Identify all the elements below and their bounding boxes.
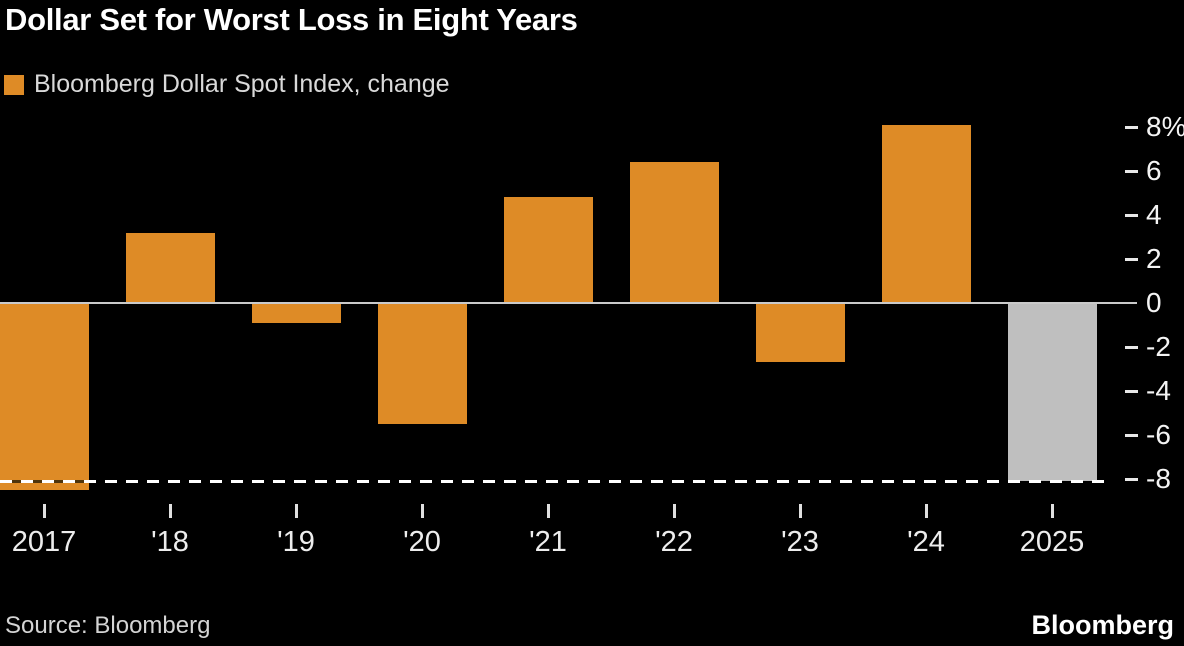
y-axis-tick xyxy=(1125,434,1138,437)
y-axis-label: 6 xyxy=(1146,155,1162,186)
legend: Bloomberg Dollar Spot Index, change xyxy=(4,70,450,99)
bar-20 xyxy=(378,303,467,424)
source-note: Source: Bloomberg xyxy=(5,612,211,639)
y-axis-tick xyxy=(1125,346,1138,349)
x-axis-label: '22 xyxy=(655,526,693,558)
legend-label: Bloomberg Dollar Spot Index, change xyxy=(34,70,450,98)
x-axis-tick xyxy=(421,504,424,518)
legend-swatch-icon xyxy=(4,74,24,95)
bar-18 xyxy=(126,232,215,303)
y-axis-label: -8 xyxy=(1146,463,1171,494)
bar-21 xyxy=(504,197,593,303)
bar-19 xyxy=(252,303,341,323)
y-axis-label: -2 xyxy=(1146,331,1171,362)
bar-2025 xyxy=(1008,303,1097,482)
bloomberg-logo: Bloomberg xyxy=(1031,610,1174,640)
y-axis-tick xyxy=(1125,390,1138,393)
y-axis-label: -4 xyxy=(1146,375,1171,406)
x-axis-tick xyxy=(799,504,802,518)
zero-line xyxy=(0,302,1137,304)
y-axis-label: 2 xyxy=(1146,243,1162,274)
y-axis-tick xyxy=(1125,126,1138,129)
y-axis-label: 8% xyxy=(1146,111,1184,142)
x-axis-label: '20 xyxy=(403,526,441,558)
y-axis-label: 0 xyxy=(1146,287,1162,318)
x-axis-label: '23 xyxy=(781,526,819,558)
x-axis-tick xyxy=(1051,504,1054,518)
bar-23 xyxy=(756,303,845,363)
y-axis-label: -6 xyxy=(1146,419,1171,450)
y-axis-tick xyxy=(1125,170,1138,173)
x-axis-tick xyxy=(673,504,676,518)
x-axis-tick xyxy=(169,504,172,518)
y-axis-label: 4 xyxy=(1146,199,1162,230)
y-axis-tick xyxy=(1125,214,1138,217)
x-axis-tick xyxy=(547,504,550,518)
chart-title: Dollar Set for Worst Loss in Eight Years xyxy=(5,2,578,37)
x-axis-label: '21 xyxy=(529,526,567,558)
x-axis-label: '24 xyxy=(907,526,945,558)
bar-2017 xyxy=(0,303,89,490)
x-axis-label: '19 xyxy=(277,526,315,558)
x-axis-tick xyxy=(925,504,928,518)
bar-22 xyxy=(630,162,719,303)
x-axis-label: '18 xyxy=(151,526,189,558)
x-axis-tick xyxy=(43,504,46,518)
bar-24 xyxy=(882,124,971,303)
x-axis-label: 2017 xyxy=(11,526,77,558)
x-axis-label: 2025 xyxy=(1019,526,1085,558)
y-axis-tick xyxy=(1125,258,1138,261)
reference-line xyxy=(0,480,1110,484)
y-axis-tick xyxy=(1125,478,1138,481)
x-axis-tick xyxy=(295,504,298,518)
